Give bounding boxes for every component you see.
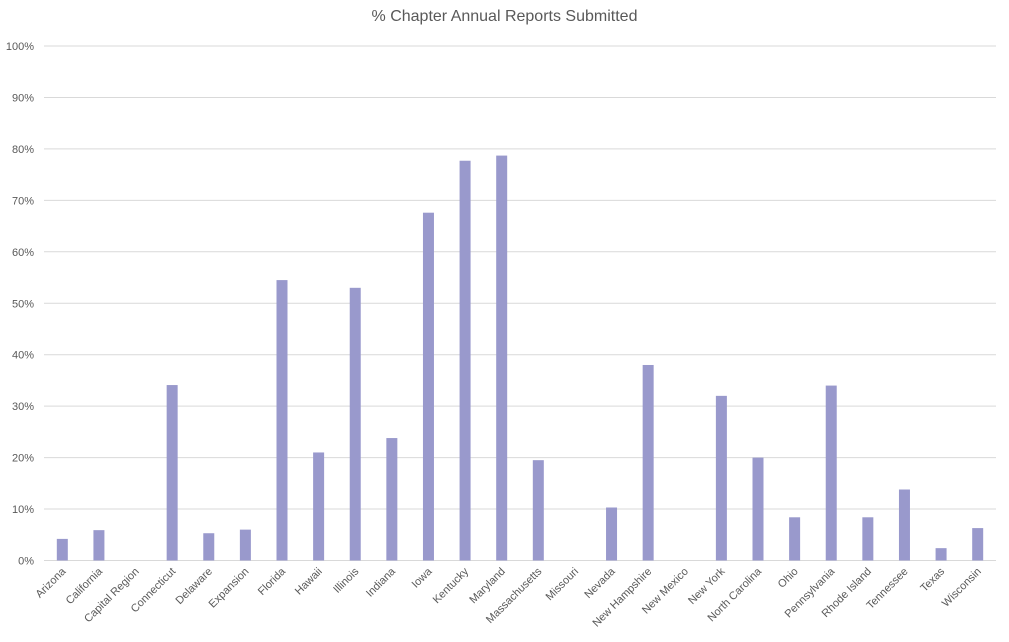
- x-tick-label: Florida: [256, 565, 289, 598]
- bar: [203, 533, 215, 561]
- x-tick-label: Illinois: [331, 565, 361, 595]
- bar: [825, 385, 837, 561]
- gridlines: [44, 45, 996, 561]
- bar: [93, 530, 105, 561]
- bar: [935, 548, 947, 561]
- bar: [496, 155, 508, 561]
- y-tick-label: 90%: [12, 92, 34, 104]
- x-tick-label: Indiana: [364, 565, 399, 600]
- y-tick-label: 60%: [12, 247, 34, 259]
- x-tick-label: Nevada: [582, 565, 618, 601]
- x-tick-label: Arizona: [34, 565, 69, 600]
- bar: [715, 395, 727, 561]
- y-tick-label: 70%: [12, 195, 34, 207]
- y-tick-label: 10%: [12, 504, 34, 516]
- bars: [56, 155, 984, 561]
- y-tick-label: 40%: [12, 350, 34, 362]
- x-tick-label: Texas: [918, 565, 947, 594]
- bar: [166, 385, 178, 561]
- x-tick-label: Expansion: [207, 566, 252, 611]
- bar: [386, 438, 398, 561]
- x-tick-label: Iowa: [410, 565, 436, 591]
- y-tick-label: 30%: [12, 401, 34, 413]
- chart-title: % Chapter Annual Reports Submitted: [371, 8, 638, 25]
- bar: [898, 489, 910, 561]
- y-tick-label: 0%: [18, 556, 34, 568]
- bar: [606, 507, 618, 561]
- bar: [56, 538, 68, 561]
- x-tick-label: Ohio: [776, 566, 801, 591]
- bar: [349, 287, 361, 561]
- y-axis-ticks: 0% 10% 20% 30% 40% 50% 60% 70% 80% 90% 100%: [6, 41, 34, 568]
- x-tick-label: Hawaii: [293, 566, 325, 598]
- bar: [752, 457, 764, 561]
- y-tick-label: 50%: [12, 298, 34, 310]
- y-tick-label: 100%: [6, 41, 34, 53]
- bar: [239, 529, 251, 561]
- bar: [862, 517, 874, 561]
- bar: [313, 452, 325, 561]
- x-tick-label: Kentucky: [431, 565, 472, 606]
- bar: [422, 212, 434, 561]
- y-tick-label: 20%: [12, 453, 34, 465]
- bar: [789, 517, 801, 561]
- bar: [276, 280, 288, 561]
- x-tick-label: Wisconsin: [940, 566, 984, 610]
- bar: [972, 528, 984, 561]
- x-tick-label: Missouri: [544, 566, 581, 603]
- bar: [642, 364, 654, 561]
- y-tick-label: 80%: [12, 144, 34, 156]
- bar: [532, 460, 544, 561]
- bar: [459, 160, 471, 561]
